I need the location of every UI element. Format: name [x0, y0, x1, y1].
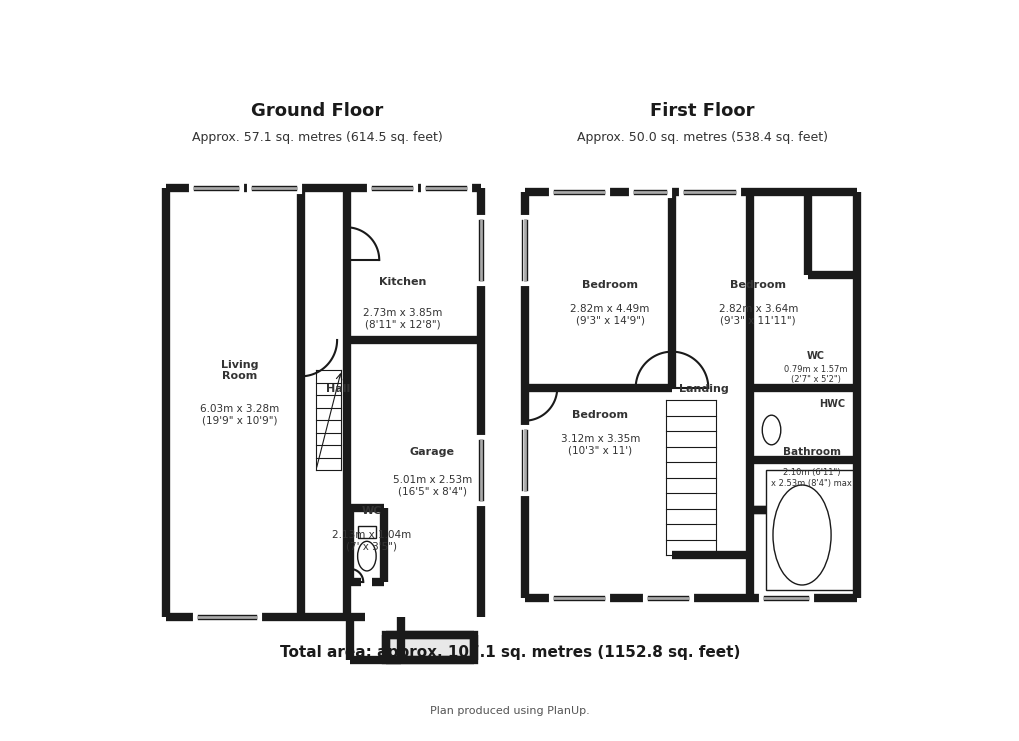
- Text: Hall: Hall: [326, 384, 350, 394]
- Text: 3.12m x 3.35m
(10'3" x 11'): 3.12m x 3.35m (10'3" x 11'): [560, 433, 640, 456]
- Text: Living
Room: Living Room: [220, 359, 258, 382]
- Bar: [386, 635, 473, 660]
- Text: Total area: approx. 107.1 sq. metres (1152.8 sq. feet): Total area: approx. 107.1 sq. metres (11…: [279, 645, 740, 659]
- Text: 0.79m x 1.57m
(2'7" x 5'2"): 0.79m x 1.57m (2'7" x 5'2"): [784, 365, 847, 384]
- Text: Plan produced using PlanUp.: Plan produced using PlanUp.: [430, 706, 589, 717]
- Text: 2.82m x 4.49m
(9'3" x 14'9"): 2.82m x 4.49m (9'3" x 14'9"): [570, 304, 649, 326]
- Text: 5.01m x 2.53m
(16'5" x 8'4"): 5.01m x 2.53m (16'5" x 8'4"): [392, 474, 472, 496]
- Text: Ground Floor: Ground Floor: [251, 102, 383, 120]
- Ellipse shape: [358, 541, 376, 571]
- Text: First Floor: First Floor: [650, 102, 754, 120]
- Text: Bathroom: Bathroom: [782, 447, 840, 457]
- Text: 2.10m (6'11")
x 2.53m (8'4") max: 2.10m (6'11") x 2.53m (8'4") max: [770, 468, 851, 488]
- Bar: [358, 526, 375, 537]
- Text: Garage: Garage: [410, 447, 454, 457]
- Text: Bedroom: Bedroom: [730, 280, 786, 290]
- Text: WC: WC: [361, 506, 381, 516]
- Text: HWC: HWC: [818, 399, 845, 409]
- Text: 6.03m x 3.28m
(19'9" x 10'9"): 6.03m x 3.28m (19'9" x 10'9"): [200, 404, 279, 426]
- Text: Kitchen: Kitchen: [378, 276, 426, 287]
- Ellipse shape: [761, 415, 780, 445]
- Bar: [765, 470, 852, 590]
- Text: WC: WC: [806, 350, 824, 361]
- Ellipse shape: [772, 485, 830, 585]
- Text: Bedroom: Bedroom: [582, 280, 638, 290]
- Text: Approx. 57.1 sq. metres (614.5 sq. feet): Approx. 57.1 sq. metres (614.5 sq. feet): [192, 130, 442, 144]
- Text: Landing: Landing: [679, 384, 729, 394]
- Text: Approx. 50.0 sq. metres (538.4 sq. feet): Approx. 50.0 sq. metres (538.4 sq. feet): [577, 130, 827, 144]
- Text: 2.82m x 3.64m
(9'3" x 11'11"): 2.82m x 3.64m (9'3" x 11'11"): [717, 304, 797, 326]
- Text: 2.13m x 1.04m
(7' x 3'5"): 2.13m x 1.04m (7' x 3'5"): [331, 530, 411, 552]
- Text: Bedroom: Bedroom: [572, 410, 628, 420]
- Text: 2.73m x 3.85m
(8'11" x 12'8"): 2.73m x 3.85m (8'11" x 12'8"): [363, 308, 442, 330]
